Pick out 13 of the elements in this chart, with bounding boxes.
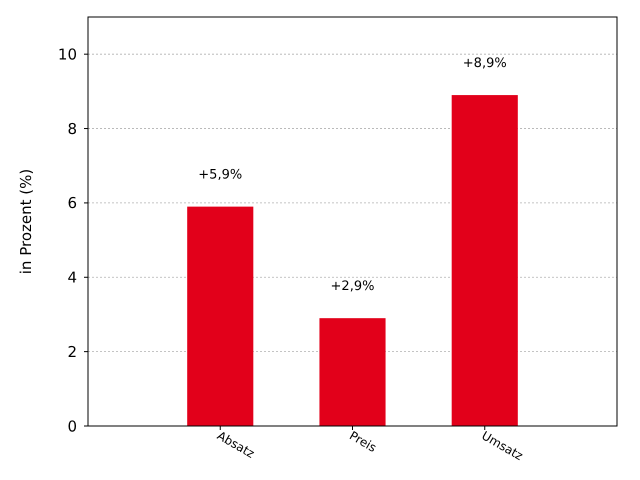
data-label: +8,9% (462, 56, 507, 72)
y-tick-label: 4 (67, 268, 77, 287)
bar (452, 95, 518, 426)
y-tick-label: 10 (58, 45, 77, 64)
data-label: +5,9% (198, 168, 242, 183)
y-tick-label: 2 (67, 342, 77, 361)
y-axis-title: in Prozent (%) (17, 168, 35, 274)
data-label: +2,9% (330, 279, 374, 294)
y-tick-label: 6 (67, 194, 77, 212)
bar (187, 206, 254, 426)
y-tick-label: 8 (67, 120, 77, 138)
y-tick-label: 0 (67, 417, 77, 436)
bar (319, 318, 386, 426)
